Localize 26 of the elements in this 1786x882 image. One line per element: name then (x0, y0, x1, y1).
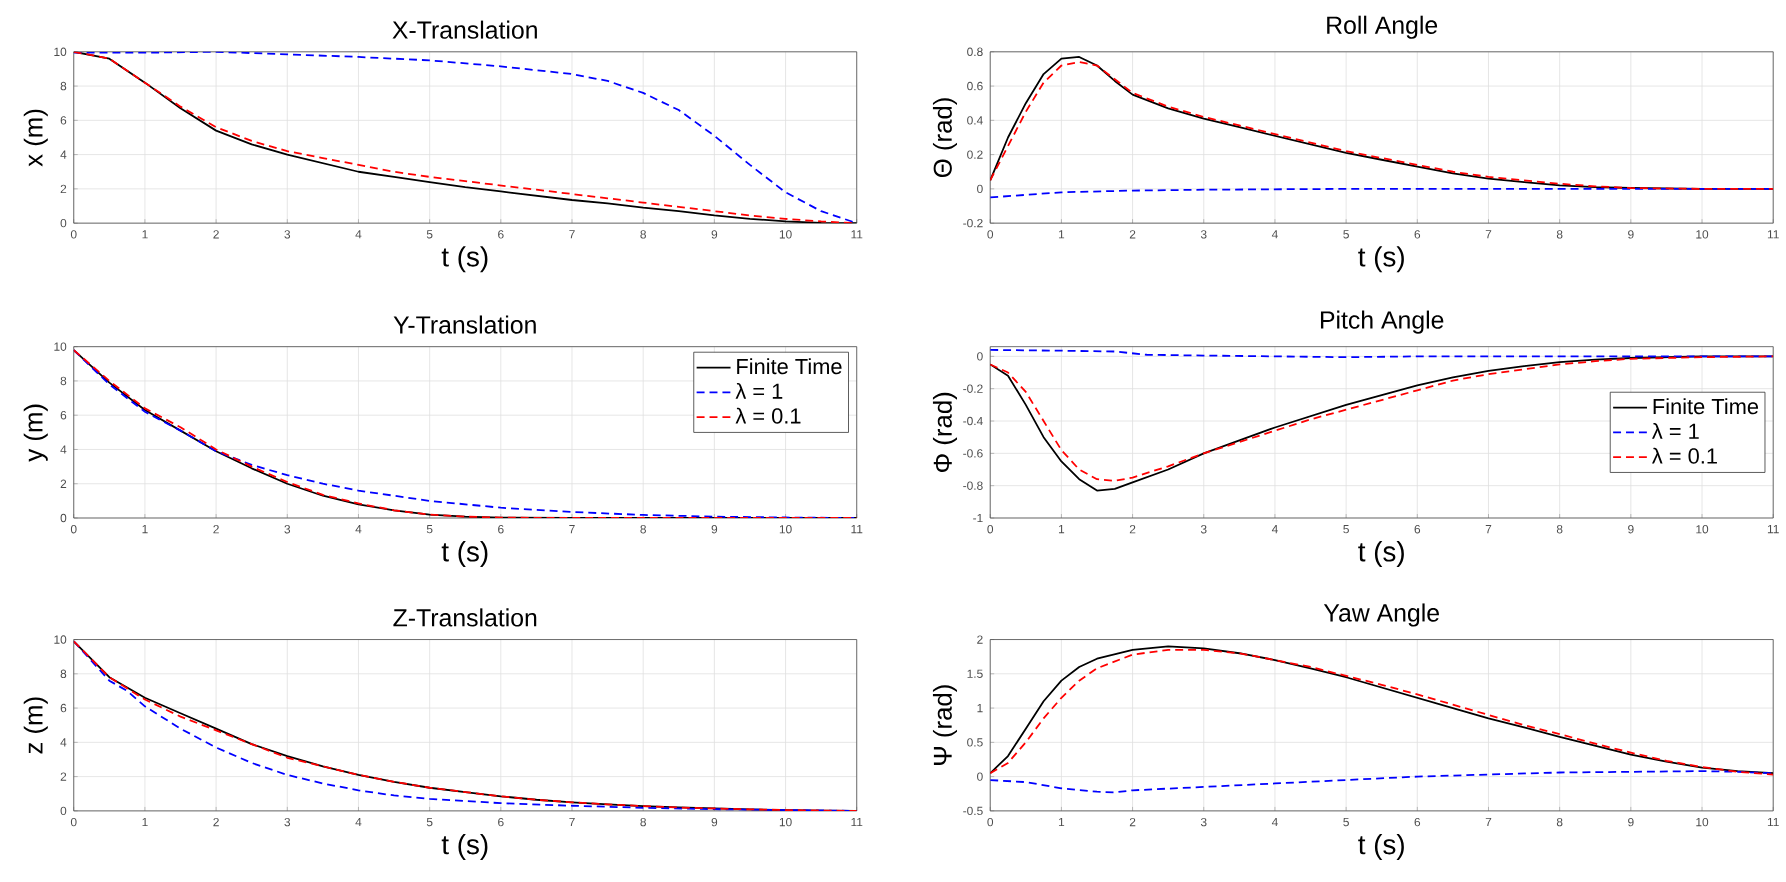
y-axis-title: Ψ (rad) (932, 684, 958, 765)
chart-title: X-Translation (392, 20, 537, 39)
legend-label: λ = 1 (1652, 422, 1699, 439)
chart-title: Y-Translation (393, 315, 536, 334)
x-axis-title: t (s) (441, 245, 488, 272)
x-axis-title: t (s) (1358, 540, 1404, 567)
x-axis-title: t (s) (1358, 833, 1404, 860)
x-axis-title: t (s) (441, 540, 488, 567)
y-axis-title: Φ (rad) (932, 392, 958, 472)
y-axis-title: z (m) (23, 697, 48, 754)
chart-title: Pitch Angle (1320, 310, 1444, 334)
legend-label: Finite Time (1653, 397, 1759, 414)
y-axis-title: x (m) (23, 109, 48, 167)
chart-title: Roll Angle (1327, 15, 1438, 39)
y-axis-title: Θ (rad) (932, 97, 958, 177)
x-axis-title: t (s) (441, 833, 488, 860)
legend-label: Finite Time (737, 357, 842, 374)
x-axis-title: t (s) (1358, 245, 1404, 272)
legend-label: λ = 0.1 (735, 407, 801, 424)
line-series (73, 348, 857, 518)
legend-label: λ = 0.1 (1652, 447, 1717, 464)
line-series (73, 640, 857, 811)
legend-label: λ = 1 (735, 382, 783, 399)
chart-title: Z-Translation (393, 608, 537, 627)
y-axis-title: y (m) (23, 404, 48, 462)
chart-title: Yaw Angle (1323, 603, 1439, 627)
